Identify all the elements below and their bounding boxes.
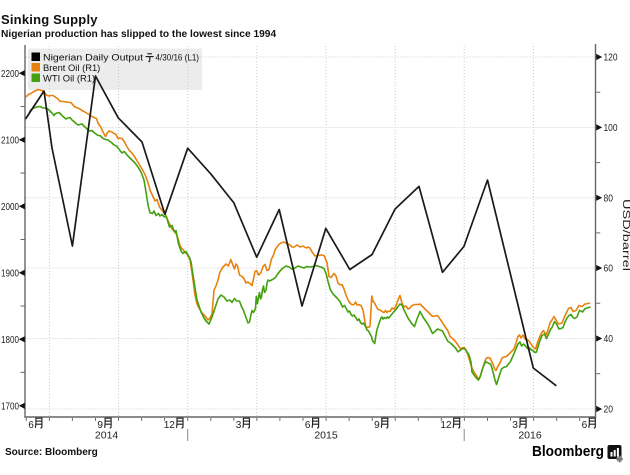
svg-text:60: 60 [604,263,614,275]
svg-text:12: 12 [164,419,175,431]
svg-text:1800: 1800 [1,334,19,346]
svg-text:USD/barrel: USD/barrel [620,199,630,271]
svg-text:2014: 2014 [95,430,119,442]
svg-text:2100: 2100 [1,134,19,146]
svg-text:2016: 2016 [518,430,542,442]
svg-text:9: 9 [374,419,380,431]
svg-text:40: 40 [604,333,614,345]
svg-text:20: 20 [604,404,614,416]
svg-text:6: 6 [582,419,588,431]
svg-text:120: 120 [604,52,618,64]
svg-text:Bloomberg: Bloomberg [532,444,604,460]
svg-text:6: 6 [28,419,34,431]
svg-text:3: 3 [512,419,518,431]
svg-text:80: 80 [604,192,614,204]
svg-text:1700: 1700 [1,400,19,412]
svg-text:9: 9 [97,419,103,431]
svg-text:2000: 2000 [1,201,19,213]
svg-text:100: 100 [604,122,618,134]
svg-text:Brent Oil (R1): Brent Oil (R1) [43,62,100,73]
svg-text:WTI Oil (R1): WTI Oil (R1) [43,72,95,83]
svg-text:3: 3 [236,419,242,431]
svg-text:6: 6 [305,419,311,431]
svg-text:2200: 2200 [1,68,19,80]
svg-text:Nigerian Daily Output: Nigerian Daily Output [43,51,143,62]
svg-text:12: 12 [440,419,451,431]
svg-text:4/30/16 (L1): 4/30/16 (L1) [156,51,200,62]
svg-text:1900: 1900 [1,267,19,279]
svg-text:2015: 2015 [314,430,338,442]
